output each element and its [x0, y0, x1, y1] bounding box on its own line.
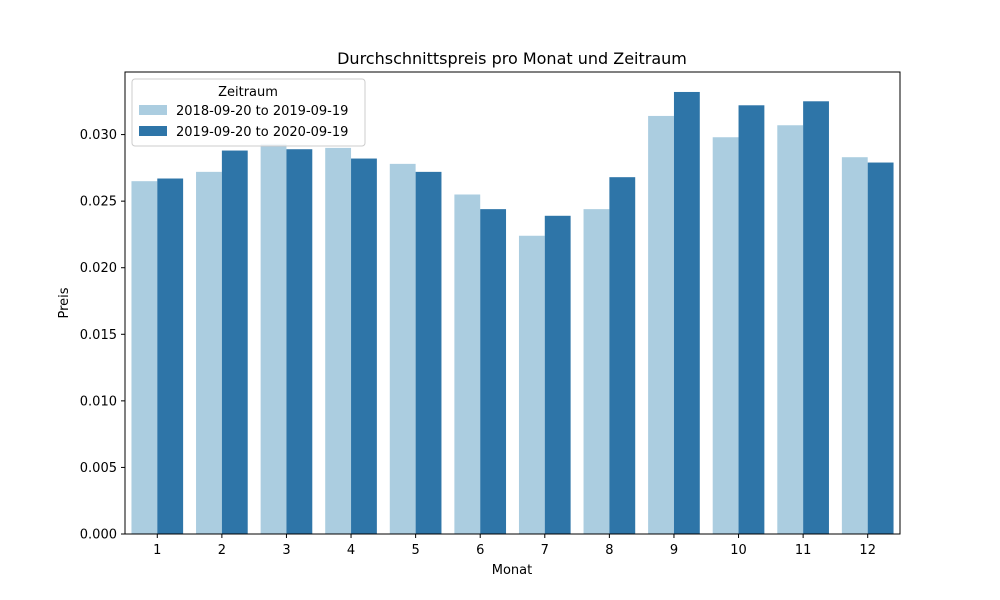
- legend: Zeitraum 2018-09-20 to 2019-09-19 2019-0…: [131, 78, 366, 147]
- y-tick-label: 0.015: [80, 328, 117, 343]
- y-tick-label: 0.005: [80, 461, 117, 476]
- bar-series-1-month-5: [389, 163, 416, 534]
- bar-series-2-month-2: [221, 150, 248, 535]
- y-axis: 0.000 0.005 0.010 0.015 0.020 0.025 0.030: [80, 128, 125, 543]
- y-axis-label: Preis: [57, 287, 72, 318]
- legend-swatch-series-2: [139, 126, 167, 136]
- x-tick-label: 7: [541, 543, 549, 558]
- bar-series-2-month-10: [738, 105, 765, 534]
- bar-series-1-month-2: [196, 171, 222, 535]
- x-tick-label: 1: [153, 543, 161, 558]
- y-tick-label: 0.010: [80, 394, 117, 409]
- bar-series-1-month-11: [777, 125, 804, 534]
- legend-swatch-series-1: [139, 105, 167, 115]
- bar-series-1-month-9: [648, 115, 674, 534]
- plot-frame: [124, 71, 901, 535]
- x-tick-label: 2: [218, 543, 226, 558]
- x-tick-label: 11: [795, 543, 812, 558]
- bar-series-1-month-3: [260, 143, 287, 534]
- bar-series-2-month-1: [157, 178, 184, 534]
- bar-series-2-month-6: [480, 209, 507, 534]
- bar-series-1-month-8: [583, 209, 610, 534]
- x-tick-label: 8: [605, 543, 613, 558]
- bar-series-2-month-9: [673, 91, 700, 534]
- legend-box: [131, 78, 366, 147]
- legend-label-series-1: 2018-09-20 to 2019-09-19: [176, 104, 348, 119]
- bar-series-2-month-4: [351, 158, 377, 535]
- bar-series-2-month-11: [803, 101, 829, 534]
- y-tick-label: 0.025: [80, 195, 117, 210]
- x-tick-label: 12: [859, 543, 876, 558]
- y-tick-label: 0.020: [80, 261, 117, 276]
- bar-series-2-month-12: [867, 162, 894, 535]
- bars-group: [131, 91, 894, 535]
- bar-series-1-month-6: [454, 194, 481, 535]
- bar-series-2-month-5: [415, 171, 442, 535]
- bar-series-1-month-7: [518, 235, 545, 534]
- y-tick-label: 0.030: [80, 128, 117, 143]
- legend-title: Zeitraum: [218, 85, 278, 100]
- x-tick-label: 5: [411, 543, 419, 558]
- x-tick-label: 9: [670, 543, 678, 558]
- x-tick-label: 4: [347, 543, 355, 558]
- bar-series-2-month-3: [286, 149, 313, 534]
- bar-series-2-month-7: [544, 215, 571, 535]
- y-tick-label: 0.000: [80, 528, 117, 543]
- chart-title: Durchschnittspreis pro Monat und Zeitrau…: [337, 49, 687, 68]
- bar-series-2-month-8: [609, 177, 636, 534]
- bar-series-1-month-4: [325, 147, 352, 534]
- legend-label-series-2: 2019-09-20 to 2020-09-19: [176, 125, 348, 140]
- bar-series-1-month-1: [131, 181, 158, 534]
- x-tick-label: 10: [730, 543, 747, 558]
- x-axis: 1 2 3 4 5 6 7 8 9 10 11 12: [153, 534, 876, 558]
- x-tick-label: 6: [476, 543, 484, 558]
- x-axis-label: Monat: [492, 563, 532, 578]
- x-tick-label: 3: [282, 543, 290, 558]
- bar-series-1-month-12: [841, 157, 868, 534]
- bar-series-1-month-10: [712, 137, 739, 535]
